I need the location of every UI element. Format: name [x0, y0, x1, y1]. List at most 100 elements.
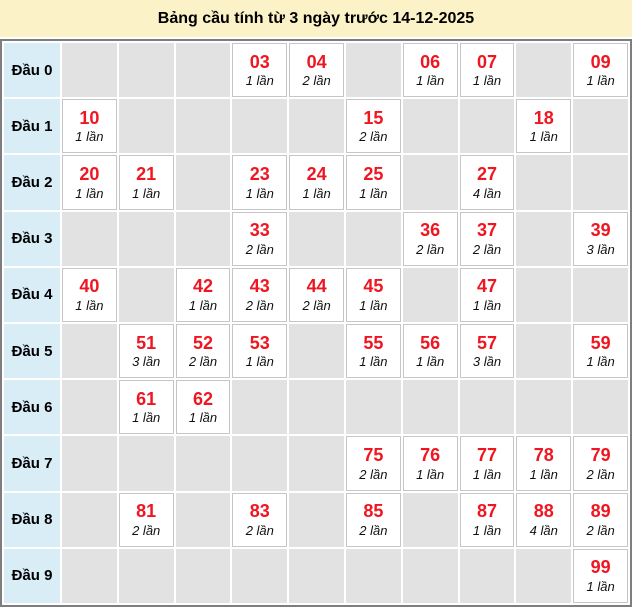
cau-number: 62 [192, 388, 213, 409]
cau-cell: 20 1 lần [62, 155, 117, 210]
cau-number: 03 [249, 51, 270, 72]
cau-cell: 87 1 lần [459, 492, 515, 547]
cau-count: 3 lần [472, 354, 502, 370]
empty-cell [345, 548, 401, 603]
cau-number: 78 [533, 444, 554, 465]
cau-cell: 55 1 lần [345, 323, 401, 379]
cau-count: 3 lần [132, 354, 161, 370]
cau-count: 2 lần [245, 522, 274, 538]
empty-cell [345, 211, 401, 266]
cau-number: 43 [249, 276, 270, 297]
empty-cell [516, 211, 572, 266]
cau-number: 51 [136, 332, 157, 353]
empty-cell [516, 155, 572, 210]
cau-number: 47 [476, 276, 497, 297]
cau-cell: 88 4 lần [516, 492, 572, 547]
empty-cell [175, 211, 231, 266]
empty-cell [175, 548, 231, 603]
empty-cell [516, 548, 572, 603]
empty-cell [516, 323, 572, 379]
cau-count: 2 lần [359, 466, 388, 482]
cau-cell: 47 1 lần [459, 267, 515, 322]
row-header: Đầu 1 [4, 99, 60, 154]
cau-count: 1 lần [245, 354, 274, 370]
empty-cell [289, 99, 344, 154]
empty-cell [402, 155, 458, 210]
empty-cell [516, 380, 572, 435]
cau-number: 07 [476, 51, 497, 72]
cau-number: 36 [420, 220, 441, 241]
cau-cell: 07 1 lần [459, 43, 515, 98]
cau-count: 2 lần [245, 241, 274, 257]
cau-count: 4 lần [472, 185, 502, 201]
cau-count: 2 lần [586, 522, 615, 538]
empty-cell [62, 380, 117, 435]
row-header: Đầu 5 [4, 323, 60, 379]
empty-cell [573, 380, 628, 435]
cau-count: 2 lần [416, 241, 445, 257]
cau-cell: 06 1 lần [402, 43, 458, 98]
empty-cell [289, 548, 344, 603]
cau-cell: 43 2 lần [232, 267, 288, 322]
cau-cell: 42 1 lần [175, 267, 231, 322]
cau-cell: 62 1 lần [175, 380, 231, 435]
table-row: Đầu 8 81 2 lần 83 2 lần 85 2 lần 87 1 lần 88 4 lần… [4, 492, 628, 547]
empty-cell [289, 492, 344, 547]
cau-count: 2 lần [245, 298, 274, 314]
cau-number: 59 [590, 332, 611, 353]
cau-count: 2 lần [586, 466, 615, 482]
empty-cell [516, 43, 572, 98]
empty-cell [62, 211, 117, 266]
row-header: Đầu 9 [4, 548, 60, 603]
cau-cell: 25 1 lần [345, 155, 401, 210]
empty-cell [232, 548, 288, 603]
cau-cell: 40 1 lần [62, 267, 117, 322]
cau-count: 1 lần [75, 129, 104, 145]
cau-number: 33 [249, 220, 270, 241]
cau-number: 27 [476, 163, 497, 184]
cau-cell: 61 1 lần [118, 380, 174, 435]
cau-count: 1 lần [416, 466, 445, 482]
cau-count: 1 lần [472, 298, 502, 314]
cau-count: 2 lần [302, 298, 331, 314]
cau-number: 81 [136, 501, 157, 522]
cau-number: 23 [249, 163, 270, 184]
empty-cell [402, 492, 458, 547]
table-row: Đầu 0 03 1 lần 04 2 lần 06 1 lần 07 1 lần 09 1 lần [4, 43, 628, 98]
empty-cell [62, 323, 117, 379]
cau-number: 89 [590, 501, 611, 522]
cau-count: 1 lần [75, 298, 104, 314]
cau-cell: 15 2 lần [345, 99, 401, 154]
cau-cell: 89 2 lần [573, 492, 628, 547]
empty-cell [118, 436, 174, 491]
cau-number: 10 [79, 107, 100, 128]
cau-count: 1 lần [586, 578, 615, 594]
row-header: Đầu 7 [4, 436, 60, 491]
page-title: Bảng cầu tính từ 3 ngày trước 14-12-2025 [0, 0, 632, 37]
empty-cell [175, 155, 231, 210]
cau-cell: 03 1 lần [232, 43, 288, 98]
cau-number: 42 [192, 276, 213, 297]
cau-number: 88 [533, 501, 554, 522]
cau-number: 53 [249, 332, 270, 353]
table-row: Đầu 2 20 1 lần 21 1 lần 23 1 lần 24 1 lần 25 1 lần… [4, 155, 628, 210]
table-row: Đầu 7 75 2 lần 76 1 lần 77 1 lần 78 1 lần 79 2 lần [4, 436, 628, 491]
empty-cell [175, 492, 231, 547]
cau-count: 1 lần [75, 185, 104, 201]
cau-cell: 23 1 lần [232, 155, 288, 210]
cau-number: 55 [363, 332, 384, 353]
empty-cell [175, 43, 231, 98]
empty-cell [289, 380, 344, 435]
empty-cell [459, 380, 515, 435]
cau-count: 2 lần [188, 354, 218, 370]
cau-number: 40 [79, 276, 100, 297]
cau-number: 21 [136, 163, 157, 184]
cau-cell: 57 3 lần [459, 323, 515, 379]
cau-number: 45 [363, 276, 384, 297]
cau-number: 57 [476, 332, 497, 353]
cau-number: 24 [306, 163, 327, 184]
cau-cell: 21 1 lần [118, 155, 174, 210]
cau-cell: 44 2 lần [289, 267, 344, 322]
table-row: Đầu 9 99 1 lần [4, 548, 628, 603]
empty-cell [175, 99, 231, 154]
